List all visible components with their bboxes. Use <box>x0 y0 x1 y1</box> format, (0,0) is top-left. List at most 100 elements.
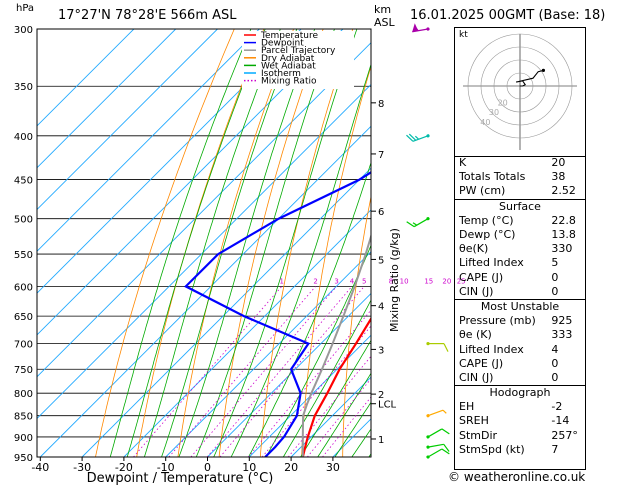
wet-adiabat-line <box>248 161 371 457</box>
legend-label: Wet Adiabat <box>261 61 316 71</box>
section-title: Surface <box>455 198 585 214</box>
km-tick-label: 4 <box>378 302 384 313</box>
copyright-footer: © weatheronline.co.uk <box>448 470 586 484</box>
pressure-tick-label: 450 <box>14 176 33 187</box>
plot-frame <box>36 28 372 458</box>
legend-label: Dry Adiabat <box>261 54 315 64</box>
km-tick-label: 5 <box>378 255 384 266</box>
wind-barb-staff <box>427 448 443 458</box>
index-label: Dewp (°C) <box>459 228 516 242</box>
most-unstable-row: Lifted Index 4 <box>455 342 585 356</box>
km-tick-label: 2 <box>378 390 384 401</box>
index-label: Totals Totals <box>459 170 526 184</box>
hodograph-ring-label: 20 <box>498 98 508 107</box>
dry-adiabat-line <box>607 29 629 457</box>
temperature-tick-label: 10 <box>242 461 256 474</box>
index-label: CAPE (J) <box>459 356 504 370</box>
hodograph-point <box>541 68 545 72</box>
hodograph-ring <box>506 72 534 100</box>
surface-row: Lifted Index 5 <box>455 256 585 270</box>
pressure-tick-label: 650 <box>14 312 33 323</box>
index-value: -2 <box>551 400 563 414</box>
dry-adiabat-line <box>259 29 354 457</box>
wet-adiabat-line <box>300 339 371 457</box>
wet-adiabat-line <box>109 29 252 457</box>
wet-adiabat-line <box>230 63 371 457</box>
pressure-tick-label: 550 <box>14 250 33 261</box>
mixing-ratio-value-label: 20 <box>442 277 451 285</box>
index-value: 0 <box>551 284 559 298</box>
temperature-tick-label: -20 <box>115 461 133 474</box>
mixing-ratio-line <box>206 286 353 457</box>
temperature-profile <box>301 316 371 457</box>
isotherm-line <box>37 83 371 420</box>
section-title: Most Unstable <box>455 298 585 315</box>
isotherm-line <box>37 29 218 211</box>
km-tick-label: LCL <box>378 400 397 411</box>
wet-adiabat-line <box>334 401 371 457</box>
wind-barb-dot <box>426 445 430 449</box>
isotherm-line <box>123 209 371 457</box>
index-label: Temp (°C) <box>459 213 514 227</box>
index-label: CIN (J) <box>459 284 494 298</box>
km-tick-label: 7 <box>378 150 384 161</box>
wet-adiabat-line <box>161 29 298 457</box>
mixing-ratio-line <box>190 286 337 457</box>
most-unstable-section-title: Most Unstable <box>455 298 585 315</box>
mixing-ratio-value-label: 8 <box>389 277 393 285</box>
pressure-tick-label: 600 <box>14 282 33 293</box>
wind-barb <box>426 448 450 459</box>
mixing-ratio-value-label: 25 <box>457 277 466 285</box>
index-value: 20 <box>551 156 566 170</box>
index-row: PW (cm) 2.52 <box>455 184 585 199</box>
isotherm-line <box>81 167 371 457</box>
wind-barb-flag <box>441 428 450 435</box>
hodograph-row: StmSpd (kt) 7 <box>455 443 585 457</box>
surface-section-title: Surface <box>455 198 585 214</box>
wind-barb-half-flag <box>415 26 419 32</box>
hodograph-ring-label: 40 <box>480 118 490 127</box>
temperature-tick-label: 0 <box>204 461 211 474</box>
index-value: 0 <box>551 356 559 370</box>
isotherm-line <box>207 292 371 457</box>
index-label: K <box>459 156 467 170</box>
index-row: K 20 <box>455 156 585 170</box>
index-row: Totals Totals 38 <box>455 170 585 184</box>
pressure-tick-label: 800 <box>14 389 33 400</box>
temperature-tick-label: -10 <box>157 461 175 474</box>
wet-adiabat-line <box>317 372 371 457</box>
asl-unit-label: ASL <box>374 16 395 29</box>
legend-label: Parcel Trajectory <box>261 46 336 56</box>
km-tick-label: 8 <box>378 99 384 110</box>
wet-adiabat-line <box>143 29 281 457</box>
hodograph-kt-label: kt <box>459 30 468 40</box>
hodograph-trace <box>515 69 544 87</box>
mixing-ratio-line <box>133 286 283 457</box>
most-unstable-row: θe (K) 333 <box>455 328 585 342</box>
surface-row: Dewp (°C) 13.8 <box>455 228 585 242</box>
indices-table: K 20 Totals Totals 38 PW (cm) 2.52 Surface Temp… <box>455 156 585 457</box>
wet-adiabat-line <box>213 29 358 457</box>
wind-barb-dot <box>426 414 430 418</box>
wind-barb <box>426 409 447 418</box>
wind-barb-pennant <box>412 23 419 32</box>
wind-barb <box>426 428 450 439</box>
wind-barb-staff <box>412 28 429 33</box>
wind-barb-flag <box>443 443 450 452</box>
wind-barb-dot <box>426 134 430 138</box>
index-value: 925 <box>551 314 573 328</box>
wet-adiabat-line <box>265 244 371 457</box>
isotherm-line <box>290 376 371 457</box>
isotherm-line <box>37 29 135 127</box>
wind-barb-staff <box>427 443 444 448</box>
mixing-ratio-value-label: 15 <box>424 277 433 285</box>
surface-row: Temp (°C) 22.8 <box>455 214 585 228</box>
index-value: 5 <box>551 256 559 270</box>
isotherm-line <box>37 29 260 252</box>
wind-barb-dot <box>426 217 430 221</box>
wind-barb-flag <box>408 133 417 141</box>
section-title: Hodograph <box>455 385 585 401</box>
index-value: 0 <box>551 270 559 284</box>
datetime-title: 16.01.2025 00GMT (Base: 18) <box>410 8 606 23</box>
